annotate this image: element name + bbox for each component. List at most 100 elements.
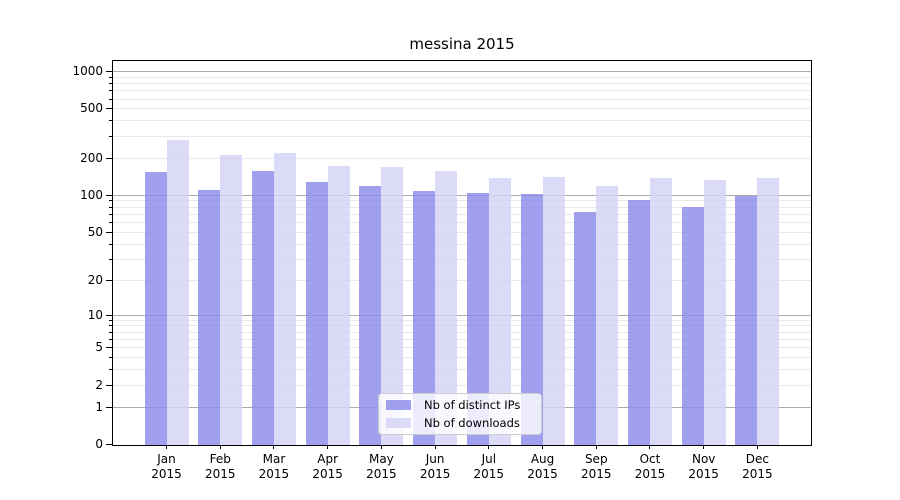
bar <box>542 177 565 445</box>
bar <box>327 165 350 445</box>
x-tick <box>219 445 221 449</box>
x-tick <box>273 445 275 449</box>
x-tick <box>434 445 436 449</box>
y-tick-label: 50 <box>87 224 103 239</box>
bar <box>413 190 436 445</box>
x-tick-label: Sep 2015 <box>580 452 612 481</box>
bar <box>251 170 274 445</box>
x-tick <box>703 445 705 449</box>
minor-gridline <box>113 243 811 245</box>
y-tick-label: 1 <box>95 399 103 414</box>
bar <box>144 171 167 445</box>
plot-area: Jan 2015 Feb 2015 Mar 2015 Apr 2015 May 2015… <box>72 60 812 481</box>
legend-label: Nb of downloads <box>424 415 520 430</box>
minor-gridline <box>113 76 811 78</box>
y-minor-tick <box>109 98 112 100</box>
y-minor-tick <box>109 369 112 371</box>
bar <box>435 171 458 445</box>
x-tick <box>649 445 651 449</box>
x-tick <box>756 445 758 449</box>
minor-gridline <box>113 279 811 281</box>
chart-title: messina 2015 <box>409 35 515 53</box>
y-tick-label: 0 <box>95 437 103 451</box>
x-tick-label: Dec 2015 <box>742 452 773 481</box>
minor-gridline <box>113 120 811 122</box>
y-minor-tick <box>109 338 112 340</box>
bar <box>359 185 382 445</box>
legend-label: Nb of distinct IPs <box>424 398 521 413</box>
bar <box>596 185 619 445</box>
x-tick-label: Oct 2015 <box>634 452 666 481</box>
major-gridline <box>113 71 811 72</box>
x-tick <box>542 445 544 449</box>
y-tick-label: 200 <box>80 150 103 165</box>
minor-gridline <box>113 90 811 92</box>
x-tick-label: Jul 2015 <box>473 452 505 481</box>
y-tick <box>106 279 112 281</box>
minor-gridline <box>113 135 811 137</box>
bar <box>488 177 511 445</box>
legend: Nb of distinct IPs Nb of downloads <box>378 393 542 435</box>
y-minor-tick <box>109 206 112 208</box>
minor-gridline <box>113 357 811 359</box>
y-tick <box>106 231 112 233</box>
bar <box>681 207 704 445</box>
y-tick <box>106 444 112 445</box>
bar <box>166 139 189 445</box>
y-tick-label: 5 <box>95 340 103 355</box>
x-tick-label: Mar 2015 <box>258 452 290 481</box>
y-minor-tick <box>109 135 112 137</box>
y-minor-tick <box>109 213 112 215</box>
bar <box>273 153 296 445</box>
x-tick-label: Apr 2015 <box>312 452 343 481</box>
bar <box>520 194 543 445</box>
minor-gridline <box>113 157 811 159</box>
minor-gridline <box>113 258 811 260</box>
minor-gridline <box>113 325 811 327</box>
minor-gridline <box>113 384 811 386</box>
y-tick-label: 10 <box>87 307 103 322</box>
minor-gridline <box>113 338 811 340</box>
y-tick <box>106 71 112 72</box>
y-tick <box>106 157 112 159</box>
minor-gridline <box>113 331 811 333</box>
bar <box>198 189 221 445</box>
minor-gridline <box>113 231 811 233</box>
minor-gridline <box>113 369 811 371</box>
y-minor-tick <box>109 258 112 260</box>
x-tick-label: Jan 2015 <box>151 452 182 481</box>
legend-entry: Nb of downloads <box>386 415 534 432</box>
y-minor-tick <box>109 222 112 224</box>
bar <box>735 196 758 445</box>
y-tick <box>106 314 112 316</box>
major-gridline <box>113 314 811 316</box>
y-tick <box>106 347 112 349</box>
y-tick <box>106 194 112 196</box>
bar <box>466 192 489 445</box>
x-tick-label: Aug 2015 <box>527 452 558 481</box>
minor-gridline <box>113 200 811 202</box>
y-minor-tick <box>109 243 112 245</box>
minor-gridline <box>113 222 811 224</box>
y-minor-tick <box>109 331 112 333</box>
x-tick <box>380 445 382 449</box>
y-minor-tick <box>109 200 112 202</box>
y-tick-label: 20 <box>87 272 103 287</box>
y-minor-tick <box>109 120 112 122</box>
y-tick <box>106 384 112 386</box>
minor-gridline <box>113 108 811 110</box>
x-tick <box>488 445 490 449</box>
x-tick <box>595 445 597 449</box>
y-tick <box>106 406 112 408</box>
bar <box>757 177 780 445</box>
minor-gridline <box>113 347 811 349</box>
x-tick-label: May 2015 <box>366 452 397 481</box>
minor-gridline <box>113 98 811 100</box>
bar <box>305 182 328 445</box>
bar <box>381 167 404 445</box>
major-gridline <box>113 194 811 196</box>
y-minor-tick <box>109 325 112 327</box>
y-minor-tick <box>109 319 112 321</box>
y-tick-label: 500 <box>80 101 103 116</box>
